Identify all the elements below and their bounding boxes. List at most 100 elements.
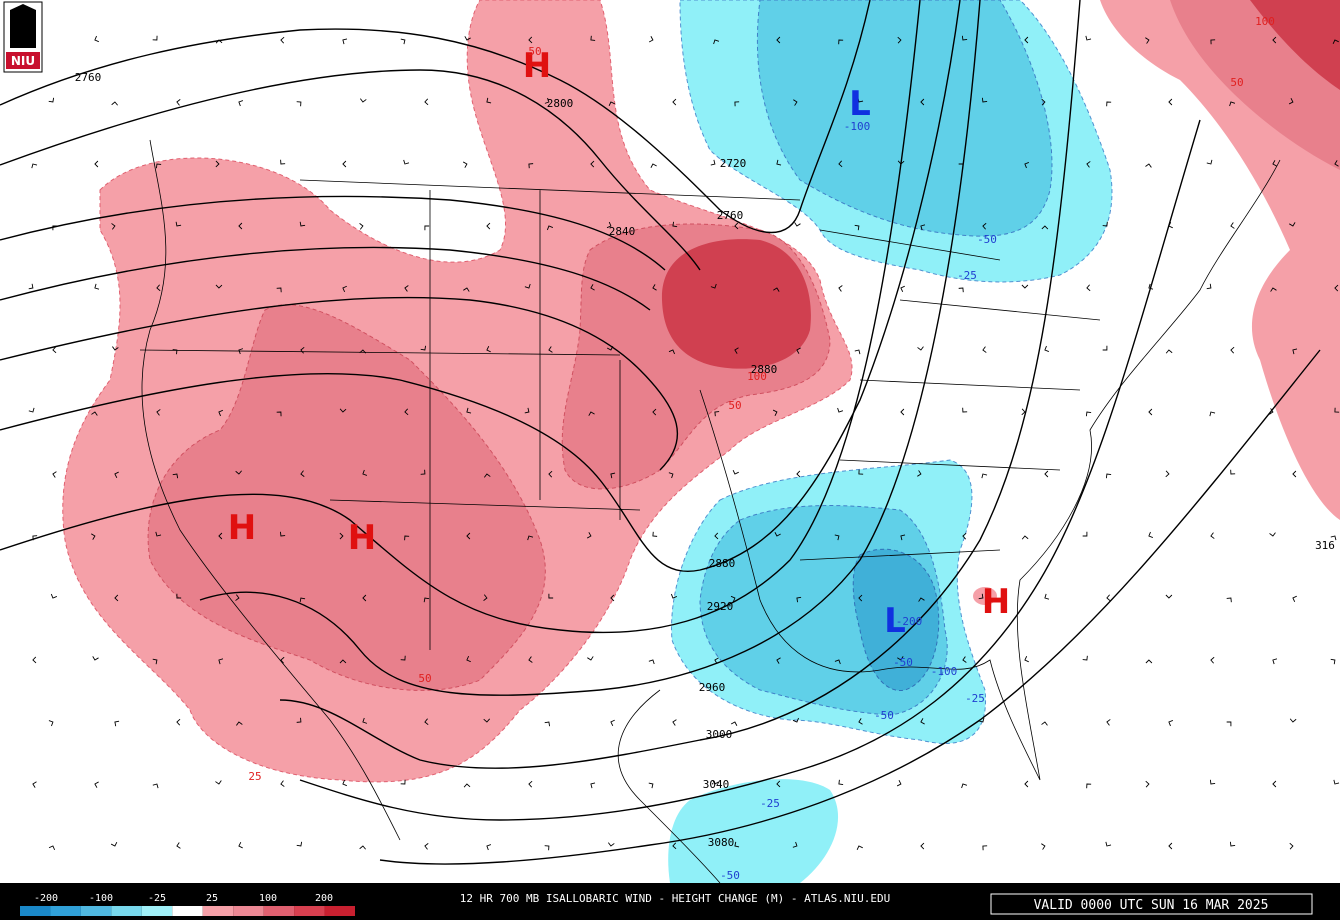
wind-arrow [1292, 470, 1297, 478]
wind-arrow [420, 469, 426, 475]
wind-arrow [1021, 408, 1026, 416]
wind-arrow [156, 409, 161, 416]
wind-arrow [1168, 98, 1173, 106]
wind-arrow [218, 532, 223, 540]
wind-arrow [1024, 161, 1030, 169]
wind-arrow [857, 97, 864, 103]
wind-arrow [424, 98, 429, 106]
wind-arrow [238, 842, 243, 849]
wind-arrow [672, 221, 678, 228]
wind-arrow [834, 659, 841, 665]
wind-arrow [91, 411, 98, 416]
wind-arrow [215, 160, 220, 168]
contour-label: 3000 [706, 728, 733, 741]
wind-arrow [544, 97, 550, 104]
wind-arrow [544, 721, 551, 727]
legend-swatch [202, 906, 234, 916]
wind-arrow [1289, 222, 1296, 227]
wind-arrow [215, 780, 222, 785]
wind-arrow [920, 842, 925, 850]
wind-arrow [548, 593, 554, 599]
wind-arrow [359, 223, 364, 230]
wind-arrow [486, 222, 491, 230]
wind-arrow [359, 98, 367, 103]
pressure-center: H [228, 508, 256, 548]
wind-arrow [1085, 35, 1092, 41]
wind-arrow [156, 284, 161, 292]
wind-arrow [1230, 222, 1235, 229]
wind-arrow [280, 36, 285, 44]
wind-arrow [792, 841, 798, 848]
legend-swatch [20, 906, 51, 916]
change-label: 50 [528, 45, 541, 58]
legend-label: -25 [148, 893, 166, 904]
wind-arrow [94, 160, 99, 168]
wind-arrow [1226, 721, 1232, 727]
wind-arrow [732, 469, 739, 475]
legend-label: -200 [34, 893, 58, 904]
wind-arrow [1330, 658, 1336, 665]
wind-arrow [672, 842, 677, 850]
wind-arrow [1024, 780, 1029, 788]
wind-arrow [590, 160, 595, 168]
height-fall-areas [668, 0, 1113, 883]
wind-arrow [1041, 721, 1048, 726]
wind-arrow [1289, 718, 1297, 723]
wind-arrow [1168, 719, 1174, 727]
wind-arrow [1106, 594, 1111, 602]
wind-arrow [900, 285, 905, 293]
wind-arrow [463, 287, 470, 292]
wind-arrow [156, 163, 162, 169]
wind-arrow [1145, 37, 1150, 44]
wind-arrow [466, 532, 471, 540]
wind-arrow [917, 346, 924, 351]
wind-arrow [339, 532, 344, 540]
wind-arrow [1269, 532, 1276, 537]
wind-arrow [714, 657, 719, 664]
wind-arrow [31, 163, 38, 169]
wind-arrow [668, 472, 674, 479]
wind-arrow [710, 159, 716, 166]
wind-arrow [1024, 655, 1029, 663]
wind-arrow [586, 532, 592, 539]
wind-arrow [854, 224, 860, 231]
wind-arrow [838, 160, 843, 168]
valid-frame [990, 893, 1313, 915]
wind-arrow [466, 655, 471, 663]
wind-arrow [1269, 408, 1274, 415]
wind-arrow [730, 721, 738, 726]
wind-arrow [774, 532, 781, 537]
wind-arrow [920, 718, 925, 725]
wind-arrow [838, 779, 844, 785]
wind-arrow [546, 225, 554, 231]
wind-arrow [528, 163, 534, 169]
wind-arrow [111, 223, 116, 230]
contour-label: 2880 [709, 557, 736, 570]
valid-time: VALID 0000 UTC SUN 16 MAR 2025 [1034, 898, 1269, 913]
wind-arrow [900, 534, 906, 541]
wind-arrow [961, 783, 968, 789]
wind-arrow [978, 593, 984, 600]
wind-arrow [920, 98, 925, 106]
wind-arrow [981, 473, 988, 479]
contour-label: 316 [1315, 539, 1335, 552]
wind-arrow [94, 283, 100, 290]
wind-arrow [1206, 159, 1213, 165]
contour-label: 2720 [720, 157, 747, 170]
contour-label: 2760 [75, 71, 102, 84]
wind-arrow [854, 349, 861, 355]
wind-arrow [1229, 841, 1236, 847]
legend-swatch [324, 906, 355, 916]
wind-arrow [1105, 841, 1112, 847]
wind-arrow [900, 408, 905, 416]
wind-arrow [1272, 36, 1277, 44]
wind-arrow [730, 595, 736, 603]
contour-label: 2800 [547, 97, 574, 110]
change-label: 50 [728, 399, 741, 412]
wind-arrow [1334, 284, 1339, 292]
wind-arrow [175, 221, 182, 227]
wind-arrow [342, 779, 347, 787]
wind-arrow [48, 97, 55, 103]
logo-building [10, 4, 36, 48]
